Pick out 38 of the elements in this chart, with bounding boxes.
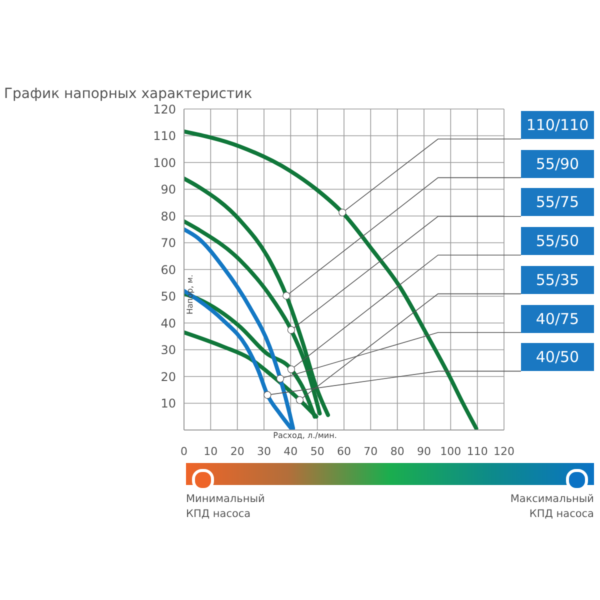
x-tick-label: 30: [257, 444, 271, 458]
y-tick-label: 90: [160, 182, 176, 197]
y-tick-label: 100: [153, 156, 176, 170]
y-tick-label: 50: [160, 290, 176, 304]
x-tick-label: 60: [337, 444, 351, 458]
x-tick-label: 50: [310, 444, 324, 458]
x-tick-label: 20: [230, 444, 244, 458]
y-tick-label: 120: [153, 102, 176, 116]
y-tick-label: 40: [160, 316, 176, 330]
y-tick-label: 20: [160, 370, 176, 384]
annotation: 55/75: [521, 188, 594, 216]
x-tick-label: 70: [364, 444, 378, 458]
x-tick-label: 90: [417, 444, 431, 458]
annotation: 110/110: [521, 111, 594, 139]
annotation: 55/90: [521, 150, 594, 178]
x-tick-label: 40: [284, 444, 298, 458]
annotation: 55/35: [521, 266, 594, 294]
y-tick-label: 10: [160, 396, 176, 411]
y-tick-label: 80: [160, 209, 176, 224]
y-tick-label: 110: [153, 129, 176, 144]
line-series: [184, 176, 330, 418]
text: Максимальный КПД насоса: [509, 492, 594, 522]
x-tick-label: 10: [204, 444, 218, 458]
y-tick-label: 70: [160, 236, 176, 250]
x-tick-label: 80: [390, 444, 404, 458]
annotation: 40/50: [521, 343, 594, 372]
x-axis-title: Расход, л./мин.: [271, 431, 339, 440]
x-tick-label: 110: [466, 444, 488, 458]
text: Минимальный КПД насоса: [186, 492, 266, 522]
y-axis-title: Напор, м.: [186, 274, 194, 316]
x-tick-label: 100: [440, 444, 462, 458]
x-tick-label: 120: [494, 444, 514, 458]
y-tick-label: 30: [160, 343, 176, 358]
annotation: 40/75: [521, 304, 594, 332]
chart-title: График напорных характеристик: [4, 86, 252, 102]
x-tick-label: 0: [180, 444, 188, 458]
annotation: 55/50: [521, 227, 594, 256]
y-tick-label: 60: [160, 262, 176, 277]
